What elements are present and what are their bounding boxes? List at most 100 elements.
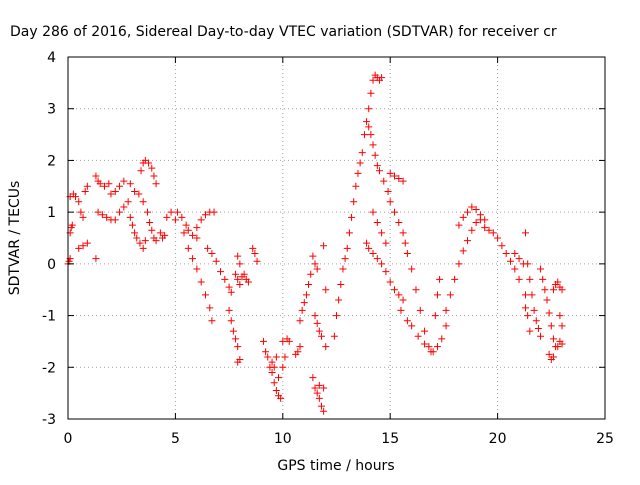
data-point xyxy=(116,182,124,190)
data-point xyxy=(360,131,368,139)
data-point xyxy=(476,211,484,219)
data-point xyxy=(253,257,261,265)
data-point xyxy=(442,322,450,330)
data-point xyxy=(311,260,319,268)
data-point xyxy=(528,291,536,299)
data-point xyxy=(369,76,377,84)
data-point xyxy=(221,275,229,283)
data-point xyxy=(152,237,160,245)
data-point xyxy=(333,312,340,320)
data-point xyxy=(320,407,328,415)
data-point xyxy=(262,348,270,356)
data-point xyxy=(300,299,308,307)
data-point xyxy=(537,265,545,273)
data-point xyxy=(549,335,557,343)
data-point xyxy=(380,177,388,185)
data-point xyxy=(197,278,205,286)
data-point xyxy=(384,187,392,195)
data-point xyxy=(545,350,553,358)
data-point xyxy=(524,260,532,268)
data-point xyxy=(382,268,390,276)
data-point xyxy=(163,213,171,221)
data-point xyxy=(363,118,371,126)
data-point xyxy=(208,317,216,325)
data-point xyxy=(126,213,134,221)
data-point xyxy=(111,216,119,224)
data-point xyxy=(167,208,175,216)
data-point xyxy=(369,250,377,258)
data-point xyxy=(348,213,356,221)
data-point xyxy=(197,216,205,224)
data-point xyxy=(414,332,422,340)
data-point xyxy=(436,275,444,283)
data-point xyxy=(75,198,83,206)
data-point xyxy=(206,304,214,312)
data-point xyxy=(472,218,480,226)
data-point xyxy=(365,123,373,131)
data-point xyxy=(281,353,289,361)
data-point xyxy=(320,242,328,250)
data-point xyxy=(152,180,160,188)
data-point xyxy=(270,363,278,371)
data-point xyxy=(178,213,186,221)
data-point xyxy=(468,203,476,211)
data-point xyxy=(537,332,545,340)
data-point xyxy=(139,198,147,206)
data-point xyxy=(433,291,441,299)
data-point xyxy=(554,343,562,351)
data-point xyxy=(524,312,532,320)
data-point xyxy=(101,182,109,190)
data-point xyxy=(217,268,225,276)
x-tick-label: 5 xyxy=(171,431,180,447)
data-point xyxy=(317,332,325,340)
data-point xyxy=(373,255,381,263)
data-point xyxy=(515,275,523,283)
data-point xyxy=(137,167,145,175)
data-point xyxy=(94,208,102,216)
data-point xyxy=(322,343,330,351)
data-point xyxy=(189,255,197,263)
data-point xyxy=(92,255,100,263)
data-point xyxy=(311,384,319,392)
data-point xyxy=(126,180,134,188)
data-point xyxy=(522,291,530,299)
data-point xyxy=(363,239,371,247)
data-point xyxy=(337,281,345,289)
chart-title: Day 286 of 2016, Sidereal Day-to-day VTE… xyxy=(10,24,557,40)
data-point xyxy=(395,291,403,299)
data-point xyxy=(156,229,164,237)
data-point xyxy=(558,286,566,294)
data-point xyxy=(378,260,386,268)
data-point xyxy=(554,278,562,286)
data-point xyxy=(272,387,280,395)
data-point xyxy=(139,244,147,252)
data-point xyxy=(227,288,235,296)
data-point xyxy=(369,141,377,149)
data-point xyxy=(358,149,366,157)
data-point xyxy=(128,221,136,229)
data-point xyxy=(234,343,242,351)
data-point xyxy=(539,275,547,283)
data-point xyxy=(120,203,128,211)
data-point xyxy=(511,250,519,258)
data-point xyxy=(229,327,237,335)
data-point xyxy=(227,317,235,325)
data-point xyxy=(526,327,534,335)
data-point xyxy=(79,213,87,221)
y-tick-label: 4 xyxy=(47,50,56,66)
data-point xyxy=(367,89,375,97)
data-point xyxy=(244,278,252,286)
data-point xyxy=(468,226,476,234)
data-point xyxy=(150,172,158,180)
data-point xyxy=(545,309,553,317)
y-axis-label: SDTVAR / TECUs xyxy=(7,181,23,296)
data-point xyxy=(145,159,153,167)
data-point xyxy=(373,162,381,170)
data-point xyxy=(416,306,424,314)
data-point xyxy=(369,208,377,216)
data-point xyxy=(135,190,143,198)
data-point xyxy=(397,306,405,314)
data-point xyxy=(433,343,441,351)
data-point xyxy=(275,374,283,382)
